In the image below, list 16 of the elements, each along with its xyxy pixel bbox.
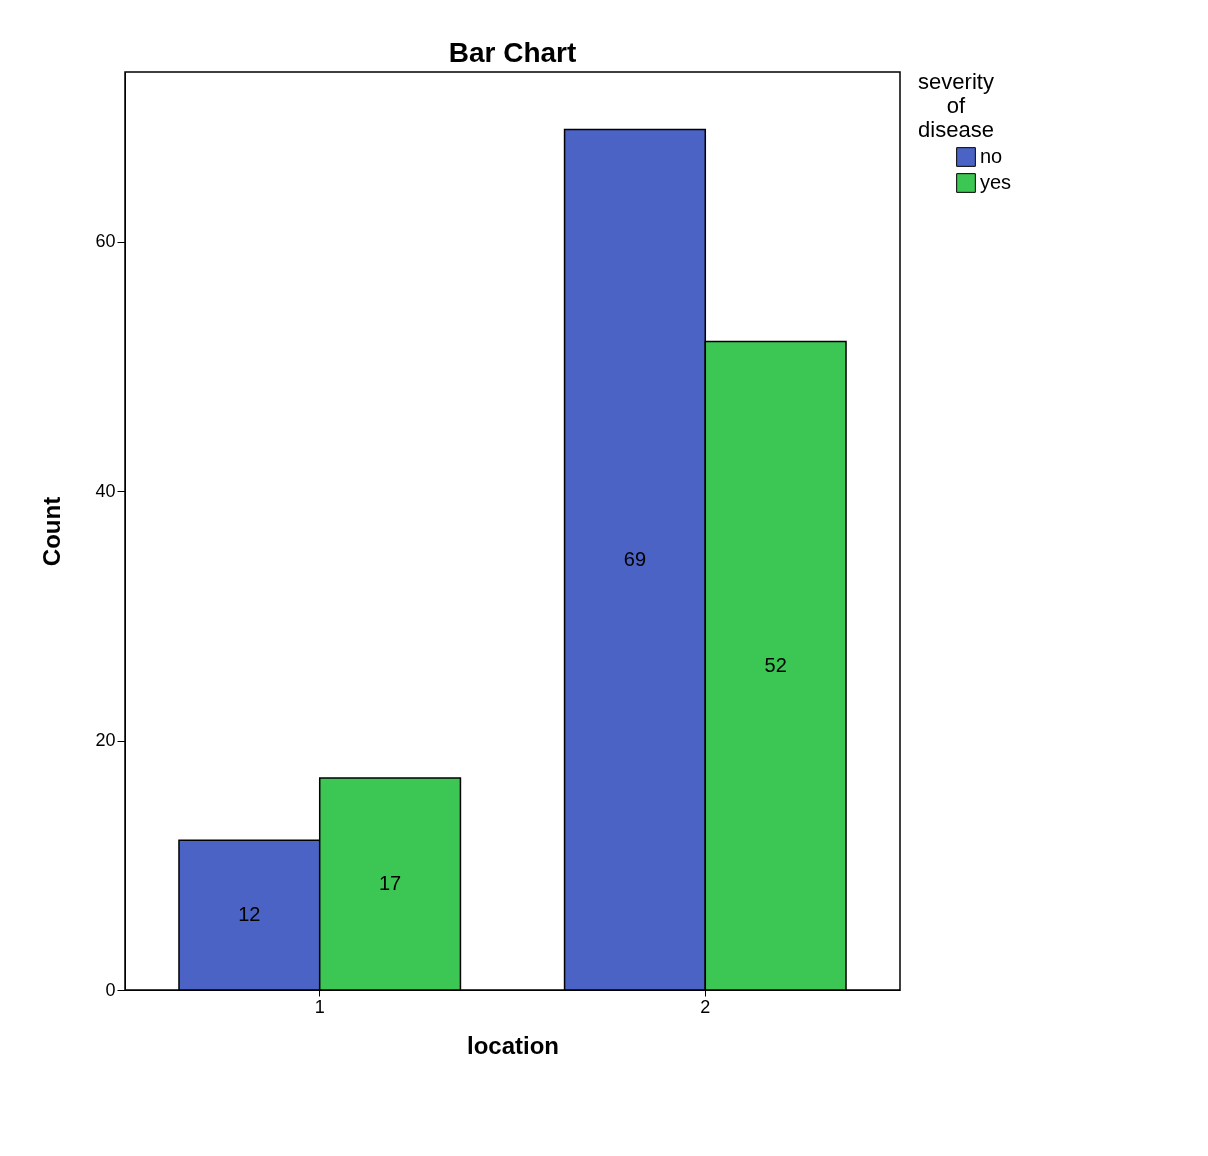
- y-tick-label: 0: [105, 979, 116, 1000]
- chart-title: Bar Chart: [448, 37, 577, 68]
- y-axis-title: Count: [38, 496, 66, 567]
- data-label: 52: [764, 653, 787, 676]
- x-tick-label: 1: [314, 996, 325, 1017]
- x-axis-title: location: [466, 1031, 560, 1059]
- legend-label: no: [980, 145, 1003, 167]
- legend-label: yes: [980, 171, 1012, 193]
- y-tick-label: 20: [95, 730, 116, 751]
- data-label: 69: [623, 547, 647, 570]
- data-label: 12: [238, 903, 261, 926]
- x-tick-label: 2: [700, 996, 711, 1017]
- legend-title: severity of disease: [918, 69, 994, 142]
- data-label: 17: [378, 871, 402, 894]
- y-tick-label: 40: [95, 480, 116, 501]
- y-tick-label: 60: [95, 231, 116, 252]
